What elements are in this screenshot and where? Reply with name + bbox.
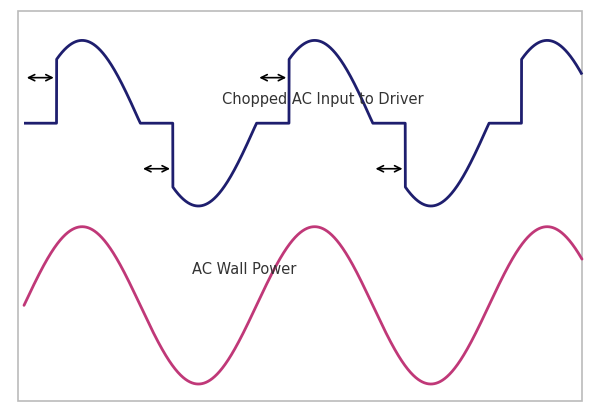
Text: AC Wall Power: AC Wall Power xyxy=(192,261,296,276)
Text: Chopped AC Input to Driver: Chopped AC Input to Driver xyxy=(222,92,424,107)
